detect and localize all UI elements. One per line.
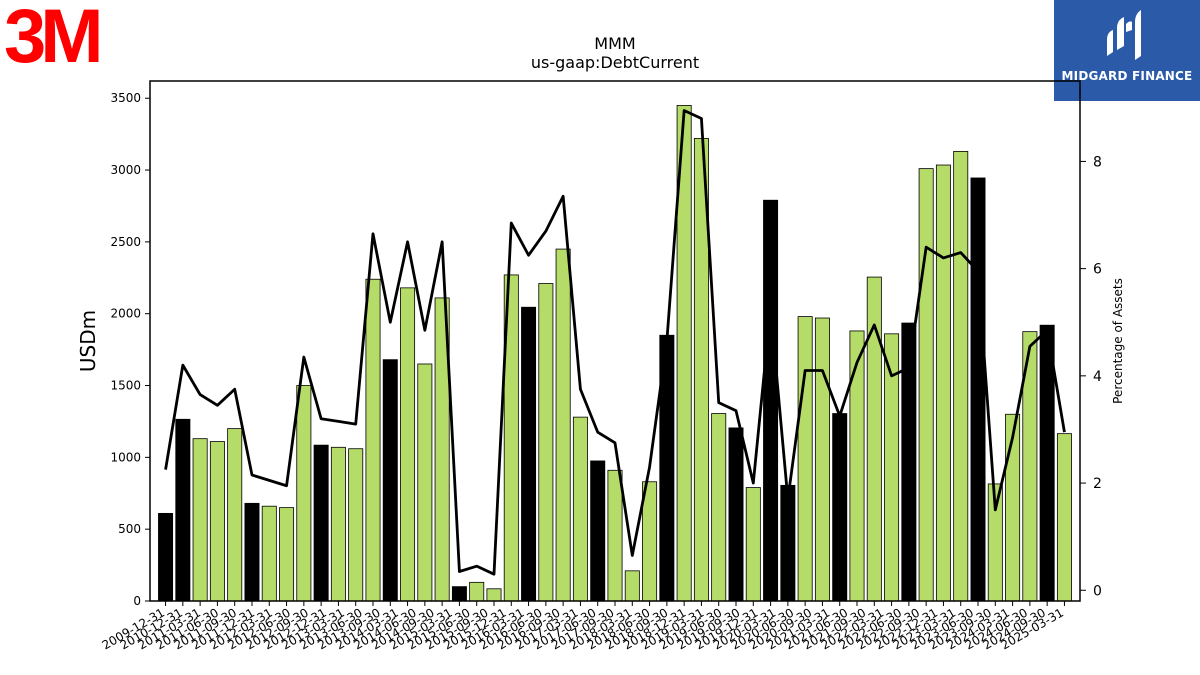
y-tick-label: 1500: [110, 379, 141, 393]
3m-logo-mark: 3M: [4, 0, 105, 79]
bar: [365, 278, 381, 602]
y-tick-label: 500: [118, 522, 141, 536]
plot-area: 0500100015002000250030003500024682009-12…: [100, 80, 1102, 652]
bar: [382, 359, 398, 602]
bar: [797, 316, 813, 602]
bar: [607, 469, 623, 602]
bar: [348, 448, 364, 602]
bar: [763, 199, 779, 602]
y2-tick-label: 4: [1093, 369, 1102, 385]
bar: [745, 487, 761, 602]
y-tick-label: 2000: [110, 307, 141, 321]
bar: [158, 512, 174, 602]
bar: [711, 413, 727, 602]
y2-tick-label: 6: [1093, 262, 1102, 278]
bar: [538, 283, 554, 602]
bar: [261, 505, 277, 602]
bar: [590, 460, 606, 602]
chart-title: MMM: [594, 34, 635, 53]
bar: [814, 317, 830, 602]
chart-subtitle: us-gaap:DebtCurrent: [531, 53, 699, 72]
y-tick-label: 3000: [110, 163, 141, 177]
bar: [209, 441, 225, 602]
bar: [521, 306, 537, 602]
bar: [417, 363, 433, 602]
midgard-logo-text: MIDGARD FINANCE: [1061, 69, 1193, 83]
y2-axis-label: Percentage of Assets: [1111, 278, 1125, 404]
y-tick-label: 1000: [110, 450, 141, 464]
bar: [175, 418, 191, 602]
bar: [227, 428, 243, 602]
y2-tick-label: 0: [1093, 583, 1102, 599]
midgard-finance-logo: MIDGARD FINANCE: [1054, 0, 1200, 101]
bar: [244, 502, 260, 602]
bar: [400, 287, 416, 602]
bar: [572, 416, 588, 602]
bar: [330, 446, 346, 602]
bar: [970, 177, 986, 602]
y2-tick-label: 2: [1093, 476, 1102, 492]
y-tick-label: 0: [133, 594, 141, 608]
3m-logo-text: 3M: [4, 2, 99, 68]
bar: [780, 484, 796, 602]
bar: [1056, 433, 1072, 602]
y-tick-label: 3500: [110, 91, 141, 105]
bar: [451, 586, 467, 602]
bar: [642, 481, 658, 602]
bar: [918, 168, 934, 602]
bar: [192, 438, 208, 602]
bar: [313, 444, 329, 602]
bar: [279, 507, 295, 602]
y2-tick-label: 8: [1093, 154, 1102, 170]
percentage-line: [164, 109, 1066, 576]
midgard-logo-icon: [1107, 10, 1141, 60]
3m-logo: 3M: [4, 0, 124, 79]
bar: [953, 150, 969, 602]
bar: [486, 588, 502, 602]
bar: [935, 164, 951, 602]
bar: [469, 581, 485, 602]
bar: [296, 385, 312, 602]
y-axis-label: USDm: [76, 310, 100, 372]
bar: [624, 570, 640, 602]
bar: [832, 413, 848, 602]
bar: [849, 330, 865, 602]
y-tick-label: 2500: [110, 235, 141, 249]
bar: [728, 427, 744, 602]
bar: [555, 248, 571, 602]
